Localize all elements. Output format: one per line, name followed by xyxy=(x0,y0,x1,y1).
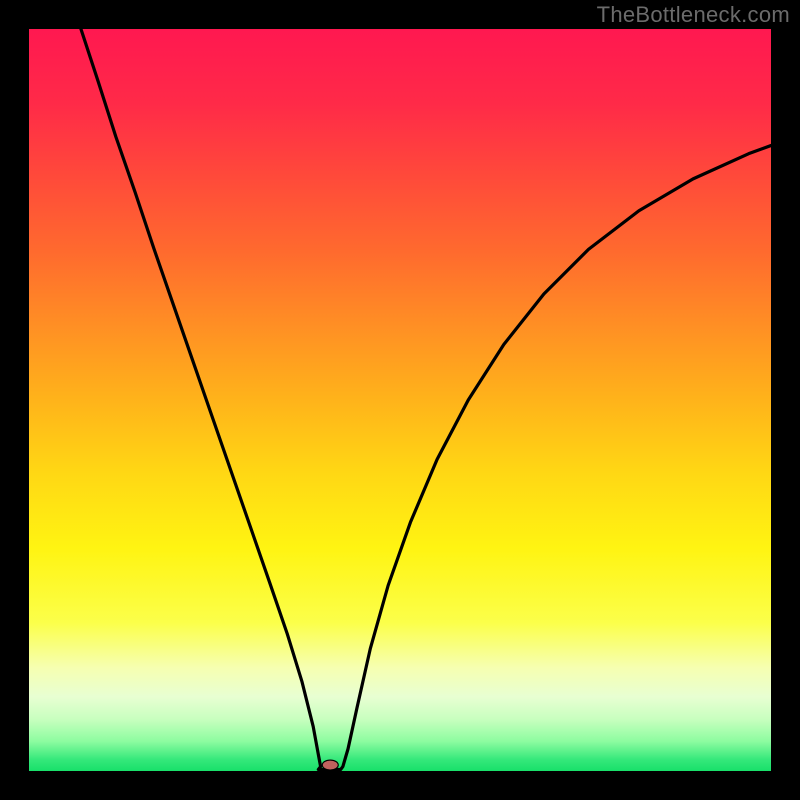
bottleneck-chart xyxy=(0,0,800,800)
bottleneck-marker xyxy=(322,760,338,770)
attribution-text: TheBottleneck.com xyxy=(597,2,790,28)
chart-background xyxy=(29,29,771,771)
